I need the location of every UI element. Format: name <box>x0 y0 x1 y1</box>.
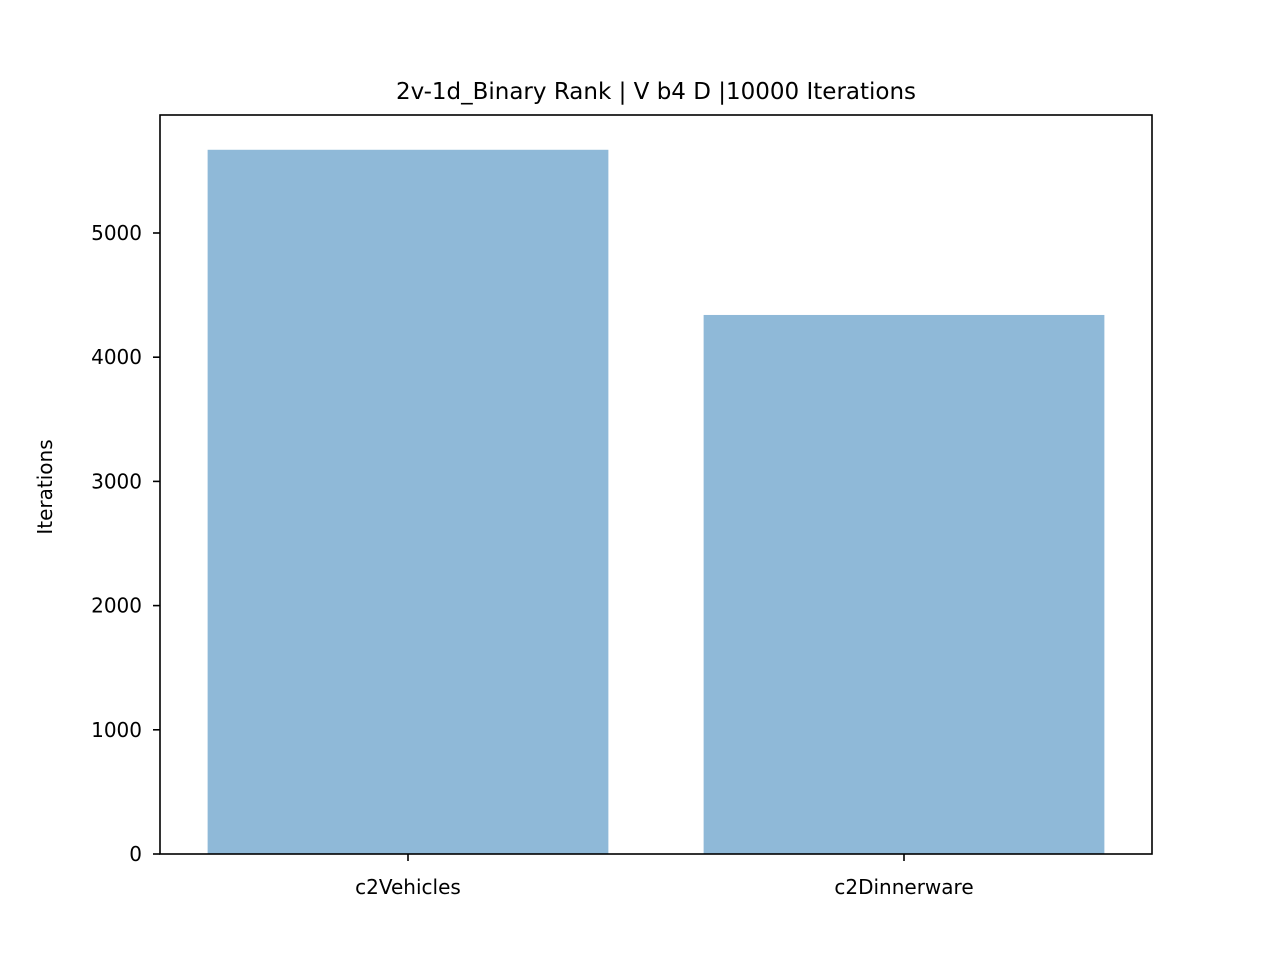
y-tick-label: 3000 <box>91 469 142 493</box>
y-tick-label: 4000 <box>91 345 142 369</box>
y-axis-label: Iterations <box>33 439 57 534</box>
x-tick-label: c2Dinnerware <box>834 875 973 899</box>
y-tick-label: 2000 <box>91 594 142 618</box>
plot-frame <box>159 114 1153 855</box>
bars-layer <box>207 149 1105 854</box>
y-tick-label: 1000 <box>91 718 142 742</box>
bar-c2vehicles <box>207 149 609 854</box>
y-axis-ticks: 0 1000 2000 3000 4000 5000 <box>91 221 160 866</box>
x-tick-label: c2Vehicles <box>355 875 461 899</box>
x-axis-ticks: c2Vehicles c2Dinnerware <box>355 854 974 899</box>
y-tick-label: 5000 <box>91 221 142 245</box>
bar-c2dinnerware <box>703 314 1105 854</box>
chart-title: 2v-1d_Binary Rank | V b4 D |10000 Iterat… <box>396 79 916 105</box>
y-tick-label: 0 <box>129 842 142 866</box>
